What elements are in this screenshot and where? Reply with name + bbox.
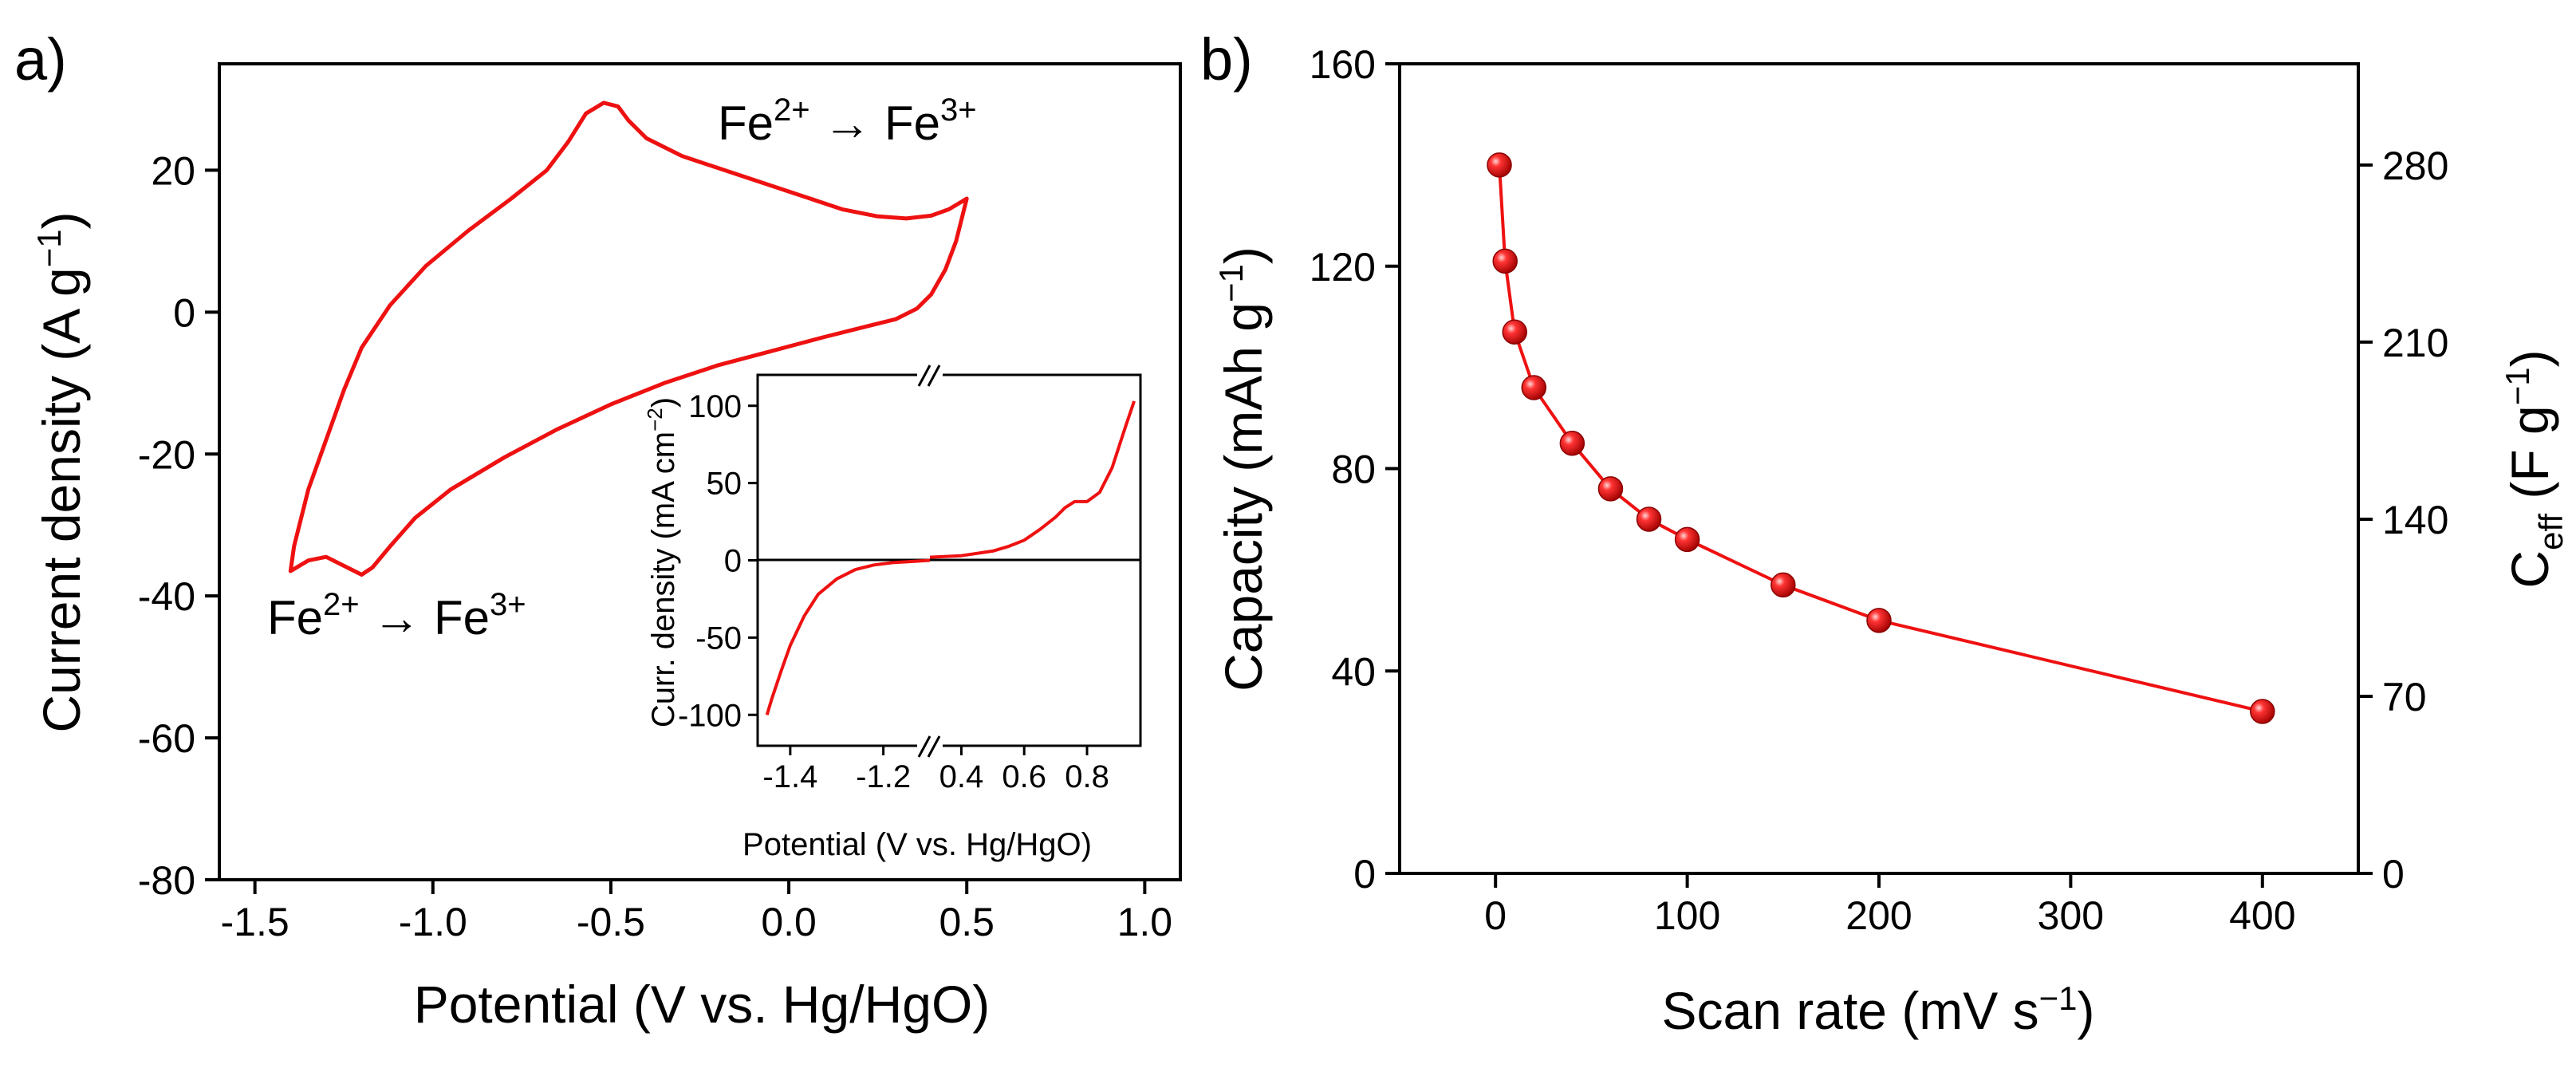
panel-b-x-ticks: 0 100 200 300 400 [1484, 873, 2296, 938]
panel-b-x-axis-label: Scan rate (mV s−1) [1661, 979, 2094, 1040]
capacity-point [1492, 248, 1518, 274]
capacity-point [1521, 375, 1547, 400]
axis-break-bottom [917, 735, 943, 758]
panel-a-x-tick-label: 1.0 [1117, 900, 1173, 944]
panel-b-frame [1398, 62, 2360, 875]
panel-a-y-tick-label: -20 [138, 432, 195, 477]
inset-x-axis-label: Potential (V vs. Hg/HgO) [742, 827, 1092, 862]
inset-x-tick-label: 0.6 [1002, 759, 1046, 794]
panel-a-x-tick-label: -1.0 [399, 900, 467, 944]
panel-a-x-tick-label: 0.0 [761, 900, 817, 944]
panel-a-x-tick-label: -0.5 [577, 900, 645, 944]
capacity-point [2250, 699, 2275, 724]
panel-a-x-ticks: -1.5 -1.0 -0.5 0.0 0.5 1.0 [221, 880, 1173, 944]
panel-b-x-tick-label: 0 [1484, 893, 1507, 938]
panel-a-label: a) [14, 26, 67, 93]
panel-a-x-tick-label: -1.5 [221, 900, 290, 944]
inset-y-tick-label: -50 [695, 621, 742, 656]
inset-curve-right [929, 400, 1136, 559]
panel-b-y2-tick-label: 70 [2382, 675, 2427, 719]
panel-b-y2-tick-label: 210 [2382, 321, 2448, 365]
panel-b-y2-ticks: 0 70 140 210 280 [2358, 144, 2448, 897]
panel-a-y-ticks: -80 -60 -40 -20 0 20 [138, 148, 219, 903]
capacity-point [1597, 476, 1624, 502]
panel-b-y2-tick-label: 140 [2382, 498, 2448, 542]
annotation-reduction: Fe2+ → Fe3+ [267, 587, 526, 644]
inset-x-tick-label: 0.4 [939, 759, 984, 794]
panel-a-y-tick-label: 0 [173, 290, 195, 335]
inset-y-tick-label: -100 [678, 698, 742, 733]
axis-break-top [917, 365, 943, 387]
capacity-point [1636, 506, 1662, 532]
panel-b-label: b) [1200, 26, 1253, 93]
inset-y-tick-label: 0 [724, 544, 742, 579]
panel-a-x-tick-label: 0.5 [939, 900, 995, 944]
panel-b-y-tick-label: 160 [1310, 42, 1376, 87]
inset-ticks: -100 -50 0 50 100 -1.4 -1.2 0.4 0.6 0.8 [678, 389, 1109, 794]
panel-b-x-tick-label: 100 [1654, 893, 1720, 938]
inset-x-tick-label: 0.8 [1065, 759, 1109, 794]
panel-b-y-tick-label: 0 [1353, 852, 1376, 897]
capacity-points [1487, 152, 2275, 724]
panel-b-y-ticks: 0 40 80 120 160 [1310, 42, 1400, 897]
panel-b-y-axis-label: Capacity (mAh g−1) [1212, 246, 1273, 692]
inset-chart: -100 -50 0 50 100 -1.4 -1.2 0.4 0.6 0.8 Potential… [643, 365, 1142, 862]
capacity-point [1866, 608, 1892, 633]
panel-b-y2-tick-label: 0 [2382, 852, 2405, 897]
panel-b-y2-tick-label: 280 [2382, 144, 2448, 188]
panel-b-x-tick-label: 200 [1845, 893, 1912, 938]
cv-curve [288, 100, 969, 577]
inset-x-tick-label: -1.4 [762, 759, 817, 794]
capacity-point [1487, 152, 1512, 178]
panel-a-y-tick-label: -60 [138, 716, 195, 761]
panel-a-y-tick-label: -40 [138, 574, 195, 619]
panel-a-frame [218, 62, 1182, 881]
capacity-point [1771, 572, 1796, 598]
panel-a-y-axis-label: Current density (A g−1) [30, 211, 91, 732]
panel-b-x-tick-label: 300 [2038, 893, 2104, 938]
panel-a-x-axis-label: Potential (V vs. Hg/HgO) [414, 975, 991, 1034]
panel-b-y2-axis-label: Ceff (F g−1) [2499, 349, 2570, 588]
annotation-oxidation: Fe2+ → Fe3+ [718, 93, 977, 150]
panel-a: a) -1.5 -1.0 -0.5 0.0 0.5 1.0 -80 -60 -40 -20 0 20… [14, 26, 1182, 1034]
inset-y-axis-label: Curr. density (mA cm−2) [643, 397, 681, 727]
inset-curve-left [765, 558, 931, 715]
panel-a-y-tick-label: 20 [151, 148, 195, 193]
panel-b-y-tick-label: 120 [1310, 245, 1376, 290]
panel-b-x-tick-label: 400 [2229, 893, 2295, 938]
inset-y-tick-label: 100 [688, 389, 742, 424]
panel-a-y-tick-label: -80 [138, 858, 195, 903]
panel-b: b) 0 100 200 300 400 0 40 80 120 160 0 70 140 210 28… [1200, 26, 2570, 1040]
inset-y-tick-label: 50 [707, 467, 742, 502]
capacity-point [1502, 319, 1527, 345]
panel-b-y-tick-label: 40 [1331, 649, 1376, 694]
capacity-point [1674, 526, 1700, 553]
capacity-point [1559, 431, 1585, 456]
panel-b-y-tick-label: 80 [1331, 447, 1376, 492]
inset-x-tick-label: -1.2 [856, 759, 911, 794]
